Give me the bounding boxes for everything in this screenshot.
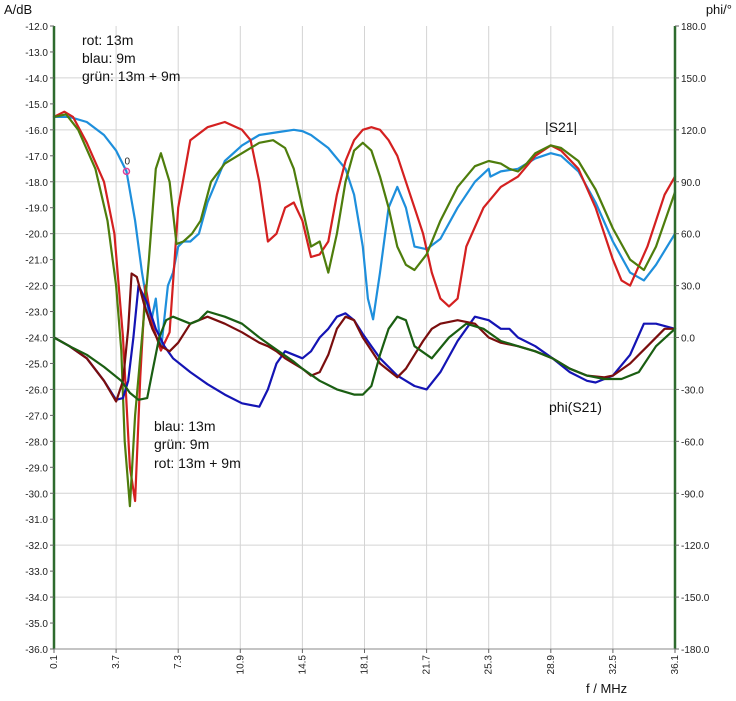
- y-left-tick-label: -23.0: [25, 308, 48, 319]
- y-left-tick-label: -15.0: [25, 100, 48, 111]
- x-tick-label: 3.7: [111, 655, 122, 669]
- y-left-tick-label: -29.0: [25, 463, 48, 474]
- x-tick-label: 36.1: [670, 655, 681, 675]
- series-group: [52, 110, 677, 508]
- y-left-tick-label: -12.0: [25, 22, 48, 33]
- marker-point[interactable]: [122, 167, 131, 176]
- y-left-tick-label: -21.0: [25, 256, 48, 267]
- y-left-axis-title: A/dB: [4, 2, 32, 17]
- x-tick-label: 18.1: [360, 655, 371, 675]
- x-axis-title: f / MHz: [586, 681, 627, 696]
- y-right-tick-label: -60.0: [681, 437, 704, 448]
- y-right-tick-label: -180.0: [681, 645, 710, 656]
- legend-mag-line-1: rot: 13m: [82, 32, 133, 48]
- y-right-tick-label: 90.0: [681, 178, 701, 189]
- y-left-tick-label: -16.0: [25, 126, 48, 137]
- legend-phase-line-2: grün: 9m: [154, 436, 209, 452]
- tick-labels: 0.1 3.7 7.3 10.9 14.5 18.1 21.7 25.3 28.9 32.5 36.…: [25, 22, 710, 674]
- x-tick-label: 14.5: [297, 655, 308, 675]
- legend-mag-line-2: blau: 9m: [82, 50, 136, 66]
- y-left-tick-label: -32.0: [25, 541, 48, 552]
- y-right-tick-label: -30.0: [681, 385, 704, 396]
- y-left-tick-label: -20.0: [25, 230, 48, 241]
- series-line-1: [52, 115, 677, 352]
- x-tick-label: 25.3: [484, 655, 495, 675]
- label-s21-magnitude: |S21|: [545, 119, 577, 135]
- x-tick-label: 21.7: [422, 655, 433, 675]
- y-right-tick-label: -120.0: [681, 541, 710, 552]
- y-right-tick-label: 0.0: [681, 334, 695, 345]
- series-line-6: [52, 310, 677, 401]
- y-left-tick-label: -17.0: [25, 152, 48, 163]
- y-left-tick-label: -24.0: [25, 334, 48, 345]
- x-tick-label: 32.5: [608, 655, 619, 675]
- legend-phase-line-1: blau: 13m: [154, 418, 215, 434]
- y-right-tick-label: -90.0: [681, 489, 704, 500]
- y-left-tick-label: -18.0: [25, 178, 48, 189]
- y-left-tick-label: -34.0: [25, 593, 48, 604]
- y-left-tick-label: -31.0: [25, 515, 48, 526]
- x-tick-label: 28.9: [546, 655, 557, 675]
- y-left-tick-label: -25.0: [25, 359, 48, 370]
- y-left-tick-label: -14.0: [25, 74, 48, 85]
- y-left-tick-label: -36.0: [25, 645, 48, 656]
- y-right-tick-label: 30.0: [681, 282, 701, 293]
- y-right-tick-label: 150.0: [681, 74, 706, 85]
- y-right-axis-title: phi/°: [706, 2, 732, 17]
- y-right-tick-label: -150.0: [681, 593, 710, 604]
- series-line-3: [52, 113, 677, 508]
- x-tick-label: 0.1: [49, 655, 60, 669]
- y-left-tick-label: -19.0: [25, 204, 48, 215]
- y-left-tick-label: -28.0: [25, 437, 48, 448]
- y-right-tick-label: 60.0: [681, 230, 701, 241]
- x-tick-label: 7.3: [173, 655, 184, 669]
- legend-phase-line-3: rot: 13m + 9m: [154, 455, 241, 471]
- y-left-tick-label: -27.0: [25, 411, 48, 422]
- y-right-tick-label: 180.0: [681, 22, 706, 33]
- y-left-tick-label: -35.0: [25, 619, 48, 630]
- y-right-tick-label: 120.0: [681, 126, 706, 137]
- y-left-tick-label: -22.0: [25, 282, 48, 293]
- y-left-tick-label: -30.0: [25, 489, 48, 500]
- label-s21-phase: phi(S21): [549, 399, 602, 415]
- y-left-tick-label: -33.0: [25, 567, 48, 578]
- x-tick-label: 10.9: [235, 655, 246, 675]
- series-line-4: [52, 284, 677, 408]
- marker-label: 0: [124, 156, 130, 167]
- y-left-tick-label: -13.0: [25, 48, 48, 59]
- y-left-tick-label: -26.0: [25, 385, 48, 396]
- legend-mag-line-3: grün: 13m + 9m: [82, 68, 180, 84]
